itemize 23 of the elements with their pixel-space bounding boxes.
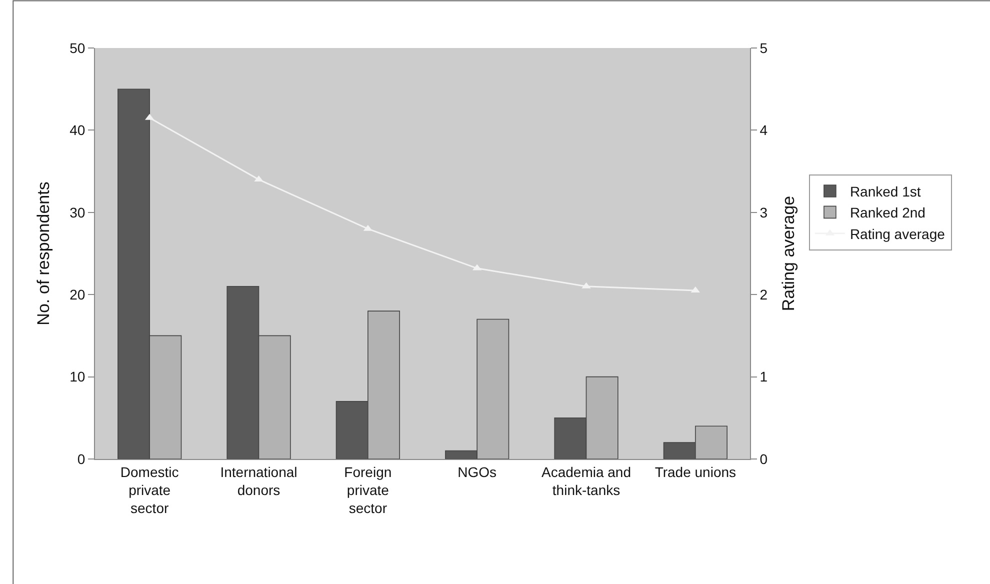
legend-label: Rating average: [850, 226, 946, 242]
y-tick-label: 0: [77, 450, 86, 467]
y2-tick-label: 1: [760, 368, 768, 385]
x-tick-label: Foreign private sector: [344, 464, 392, 516]
x-tick-label: International donors: [220, 464, 298, 498]
y-tick-label: 10: [70, 368, 86, 385]
y2-tick-label: 3: [760, 204, 768, 220]
x-tick-label: Trade unions: [654, 464, 736, 480]
legend-label: Ranked 2nd: [850, 204, 926, 221]
y-axis-title: No. of respondents: [34, 182, 54, 326]
y2-tick-label: 4: [760, 122, 768, 138]
y2-tick-label: 0: [760, 450, 768, 467]
y-tick-label: 20: [70, 286, 86, 302]
y2-tick-label: 2: [760, 286, 768, 302]
y2-tick-label: 5: [760, 40, 768, 56]
y-tick-label: 30: [70, 204, 86, 220]
y-tick-label: 40: [70, 122, 86, 138]
x-tick-label: NGOs: [458, 464, 497, 480]
x-tick-label: Academia and think-tanks: [541, 464, 632, 498]
y2-axis-title: Rating average: [779, 196, 798, 312]
x-tick-label: Domestic private sector: [120, 464, 179, 516]
y-tick-label: 50: [70, 40, 86, 56]
legend-label: Ranked 1st: [850, 183, 921, 200]
